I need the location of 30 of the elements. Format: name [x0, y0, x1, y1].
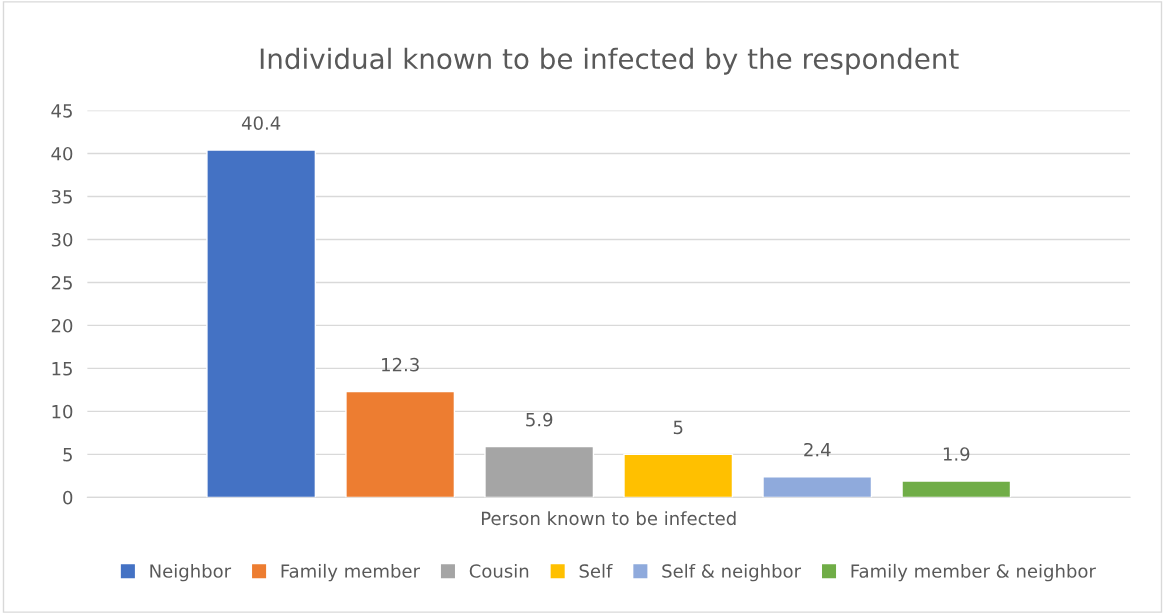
y-tick-label: 40	[51, 146, 73, 161]
y-tick-label: 20	[51, 318, 73, 333]
y-tick-label: 15	[52, 362, 72, 376]
data-label: 40.4	[241, 116, 281, 130]
legend-label: Neighbor	[150, 563, 232, 582]
bar	[484, 445, 595, 498]
legend-label: Self & neighbor	[662, 563, 802, 582]
y-tick-label: 10	[52, 404, 73, 419]
legend-label: Family member & neighbor	[851, 563, 1096, 582]
bar	[762, 476, 873, 498]
legend-label: Family member	[281, 563, 420, 582]
y-tick-label: 35	[51, 189, 72, 204]
data-label: 5	[673, 420, 683, 435]
y-tick-label: 30	[51, 232, 73, 247]
data-label: 12.3	[382, 357, 419, 372]
legend-label: Self	[579, 563, 613, 578]
legend-label: Cousin	[469, 563, 529, 578]
bar	[901, 480, 1012, 498]
bar	[206, 149, 317, 498]
y-tick-label: 0	[63, 490, 73, 505]
bar	[623, 453, 734, 498]
y-tick-label: 25	[51, 275, 72, 290]
bar	[345, 390, 456, 498]
data-label: 1.9	[943, 447, 970, 461]
x-tick-label: Person known to be infected	[482, 511, 736, 526]
data-label: 2.4	[804, 442, 831, 457]
data-label: 5.9	[526, 412, 553, 427]
chart-title: Individual known to be infected by the respondent	[260, 47, 959, 75]
y-tick-label: 5	[63, 448, 72, 462]
y-tick-label: 45	[51, 104, 72, 118]
